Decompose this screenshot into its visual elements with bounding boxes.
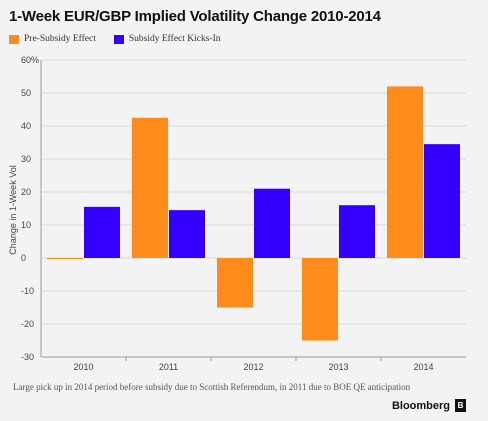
y-axis-label: Change in 1-Week Vol (8, 165, 18, 254)
x-tick-label: 2014 (413, 362, 433, 372)
bloomberg-logo-icon: B (455, 399, 466, 412)
x-tick-label: 2012 (243, 362, 263, 372)
bar-pre-subsidy-2014 (387, 86, 423, 259)
bar-pre-subsidy-2013 (302, 258, 338, 341)
bar-pre-subsidy-2010 (47, 258, 83, 259)
y-tick-label: -30 (21, 352, 34, 362)
legend-swatch-pre-subsidy (9, 34, 19, 44)
y-tick-label: 50 (21, 88, 31, 98)
legend-label-pre-subsidy: Pre-Subsidy Effect (24, 34, 96, 44)
legend-item-subsidy-kicks-in: Subsidy Effect Kicks-In (113, 34, 221, 44)
legend-item-pre-subsidy: Pre-Subsidy Effect (9, 34, 96, 44)
bar-subsidy-kicks-in-2010 (84, 206, 120, 258)
x-tick-label: 2010 (73, 362, 93, 372)
bar-subsidy-kicks-in-2013 (339, 205, 375, 258)
bars (47, 86, 460, 341)
bar-pre-subsidy-2012 (217, 258, 253, 308)
y-tick-label: 60% (21, 55, 39, 65)
bar-subsidy-kicks-in-2011 (169, 210, 205, 258)
brand-name: Bloomberg (391, 400, 450, 412)
y-tick-label: 40 (21, 121, 31, 131)
y-tick-label: 30 (21, 154, 31, 164)
bar-subsidy-kicks-in-2012 (254, 188, 290, 258)
y-tick-label: 20 (21, 187, 31, 197)
legend-swatch-subsidy-kicks-in (113, 34, 124, 44)
legend: Pre-Subsidy Effect Subsidy Effect Kicks-… (9, 34, 239, 44)
y-tick-label: 10 (21, 220, 31, 230)
legend-label-subsidy-kicks-in: Subsidy Effect Kicks-In (128, 34, 221, 44)
axes: -30 -20 -10 0 10 20 30 40 50 60% 2010 2011 2012 2013 2… (21, 55, 466, 372)
bar-pre-subsidy-2011 (132, 117, 168, 258)
y-tick-label: -20 (21, 319, 34, 329)
x-tick-label: 2013 (328, 362, 348, 372)
y-tick-label: 0 (21, 253, 26, 263)
y-tick-label: -10 (21, 286, 34, 296)
bar-subsidy-kicks-in-2014 (424, 144, 460, 258)
footnote: Large pick up in 2014 period before subs… (13, 382, 411, 392)
x-tick-label: 2011 (159, 362, 178, 372)
chart-title: 1-Week EUR/GBP Implied Volatility Change… (9, 8, 381, 25)
